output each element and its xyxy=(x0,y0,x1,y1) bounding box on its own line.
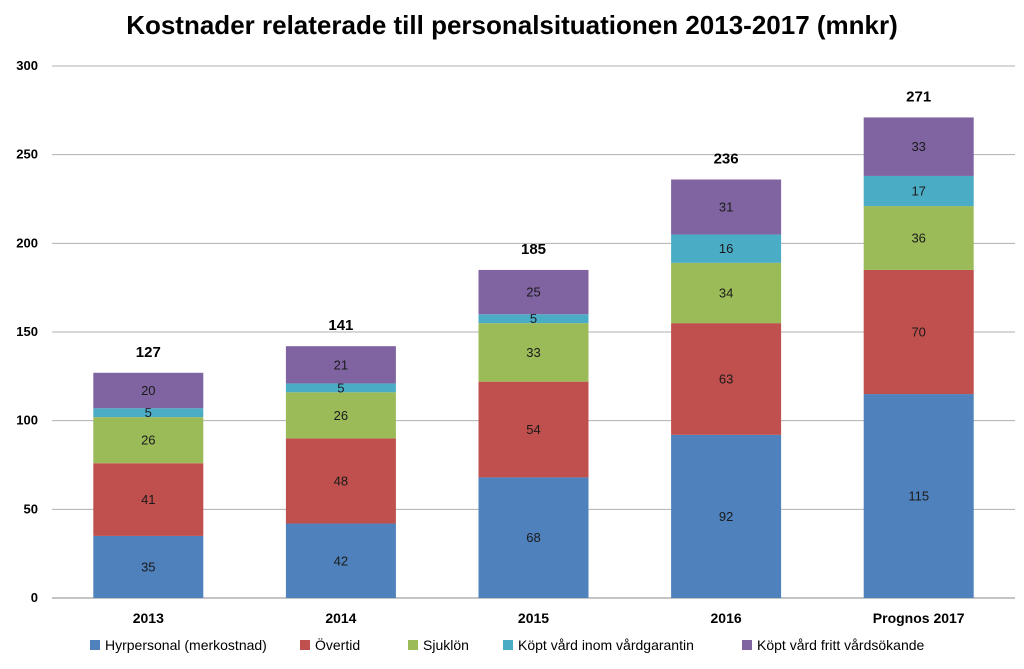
data-label: 70 xyxy=(911,325,925,340)
total-label: 236 xyxy=(714,150,739,167)
data-label: 26 xyxy=(334,408,348,423)
y-tick-label: 50 xyxy=(24,501,38,516)
x-tick-label: Prognos 2017 xyxy=(873,610,965,626)
data-label: 33 xyxy=(526,345,540,360)
data-label: 41 xyxy=(141,492,155,507)
legend-label: Köpt vård fritt vårdsökande xyxy=(757,637,925,653)
total-label: 141 xyxy=(328,317,353,334)
bars: 35 41 26 5 20 127 42 48 26 5 21 141 68 54 33 5 25 185 92 63… xyxy=(93,88,974,598)
chart-title: Kostnader relaterade till personalsituat… xyxy=(126,10,898,40)
bar-segment xyxy=(285,383,396,393)
data-label: 115 xyxy=(908,489,929,504)
bar-segment xyxy=(671,179,782,235)
legend-label: Hyrpersonal (merkostnad) xyxy=(105,637,267,653)
data-label: 20 xyxy=(141,383,155,398)
total-label: 127 xyxy=(136,344,161,361)
bar-segment xyxy=(863,394,974,598)
legend-swatch xyxy=(90,640,100,650)
data-label: 48 xyxy=(334,473,348,488)
data-label: 92 xyxy=(719,509,733,524)
legend-label: Köpt vård inom vårdgarantin xyxy=(518,637,694,653)
data-label: 5 xyxy=(145,405,152,420)
bar-segment xyxy=(478,477,589,598)
legend-label: Övertid xyxy=(315,636,360,653)
bar-segment xyxy=(863,175,974,207)
legend: Hyrpersonal (merkostnad) Övertid Sjuklön Kö… xyxy=(90,636,925,653)
x-tick-label: 2016 xyxy=(711,610,742,626)
y-tick-label: 150 xyxy=(16,324,38,339)
bar-segment xyxy=(285,346,396,384)
y-tick-label: 100 xyxy=(16,413,38,428)
data-label: 42 xyxy=(334,553,348,568)
data-label: 36 xyxy=(911,231,925,246)
bar-segment xyxy=(285,438,396,524)
total-label: 271 xyxy=(906,88,931,105)
data-label: 16 xyxy=(719,241,733,256)
y-tick-label: 250 xyxy=(16,147,38,162)
bar-segment xyxy=(93,408,204,418)
bar-segment xyxy=(863,117,974,176)
data-label: 63 xyxy=(719,371,733,386)
x-tick-label: 2013 xyxy=(133,610,164,626)
x-tick-label: 2014 xyxy=(325,610,356,626)
legend-swatch xyxy=(408,640,418,650)
data-label: 35 xyxy=(141,559,155,574)
bar-segment xyxy=(671,323,782,435)
bar-segment xyxy=(285,392,396,439)
legend-swatch xyxy=(742,640,752,650)
bar-segment xyxy=(93,535,204,598)
bar-segment xyxy=(93,372,204,409)
legend-label: Sjuklön xyxy=(423,637,469,653)
data-label: 33 xyxy=(911,139,925,154)
bar-segment xyxy=(478,381,589,478)
data-label: 26 xyxy=(141,433,155,448)
data-label: 25 xyxy=(526,285,540,300)
data-label: 5 xyxy=(530,311,537,326)
bar-segment xyxy=(671,234,782,263)
legend-swatch xyxy=(300,640,310,650)
bar-segment xyxy=(93,463,204,536)
data-label: 31 xyxy=(719,199,733,214)
bar-segment xyxy=(478,314,589,324)
bar-segment xyxy=(863,269,974,395)
bar-segment xyxy=(671,262,782,324)
legend-swatch xyxy=(503,640,513,650)
y-tick-label: 200 xyxy=(16,235,38,250)
y-tick-label: 300 xyxy=(16,58,38,73)
bar-segment xyxy=(478,269,589,315)
data-label: 54 xyxy=(526,422,540,437)
bar-segment xyxy=(671,434,782,598)
bar-segment xyxy=(93,417,204,464)
data-label: 5 xyxy=(337,380,344,395)
total-label: 185 xyxy=(521,241,546,258)
bar-segment xyxy=(863,206,974,270)
data-label: 68 xyxy=(526,530,540,545)
x-axis: 2013 2014 2015 2016 Prognos 2017 xyxy=(133,610,965,626)
x-tick-label: 2015 xyxy=(518,610,549,626)
data-label: 21 xyxy=(334,357,348,372)
y-tick-label: 0 xyxy=(31,590,38,605)
y-axis: 0 50 100 150 200 250 300 xyxy=(16,58,38,605)
data-label: 34 xyxy=(719,285,733,300)
bar-segment xyxy=(285,523,396,598)
data-label: 17 xyxy=(911,184,925,199)
bar-segment xyxy=(478,323,589,382)
